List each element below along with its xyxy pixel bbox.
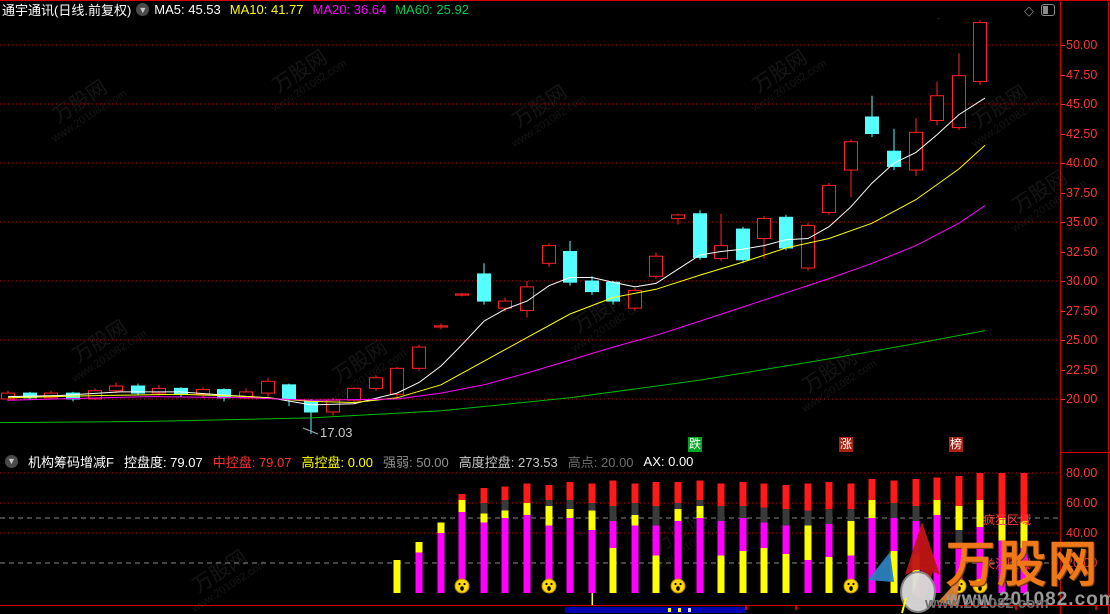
scrollbar-tick bbox=[678, 608, 681, 612]
ma60-line bbox=[0, 330, 986, 424]
indicator-value: 高度控盘: 273.53 bbox=[458, 454, 558, 470]
ma20-label: MA20: 36.64 bbox=[312, 2, 387, 17]
smiley-emoji bbox=[454, 578, 470, 594]
price-annotation: 17.03 bbox=[320, 425, 353, 440]
ma10-label: MA10: 41.77 bbox=[229, 2, 304, 17]
price-tick-label: 45.00 bbox=[1066, 97, 1098, 111]
price-tick-label: 32.50 bbox=[1066, 244, 1098, 259]
ma5-label: MA5: 45.53 bbox=[154, 2, 221, 17]
ma5-line bbox=[7, 97, 986, 406]
tick bbox=[1061, 74, 1065, 76]
tick bbox=[1061, 251, 1065, 253]
indicator-tick-label: 80.00 bbox=[1066, 466, 1098, 480]
rank-badge-跌[interactable]: 跌 bbox=[688, 437, 703, 452]
price-tick-label: 35.00 bbox=[1066, 215, 1098, 229]
corner-url: www.201082.com bbox=[925, 595, 1049, 612]
chart-header: 通宇通讯(日线.前复权) ▼ MA5: 45.53 MA10: 41.77 MA… bbox=[0, 1, 1060, 18]
indicator-tick-label: 60.00 bbox=[1066, 496, 1098, 510]
ma20-line bbox=[7, 205, 986, 401]
indicator-tick-label: 20.00 bbox=[1066, 556, 1098, 570]
smiley-emoji bbox=[843, 578, 859, 594]
indicator-name: 机构筹码增减F bbox=[28, 454, 114, 470]
price-tick-label: 50.00 bbox=[1066, 38, 1098, 52]
collapse-main-chart-icon[interactable]: ▼ bbox=[136, 3, 150, 16]
price-tick-label: 40.00 bbox=[1066, 156, 1098, 170]
collapse-indicator-icon[interactable]: ▼ bbox=[5, 454, 18, 468]
ma60-label: MA60: 25.92 bbox=[395, 2, 469, 17]
smiley-emoji bbox=[541, 578, 557, 594]
tick bbox=[1061, 340, 1065, 341]
price-tick-label: 42.50 bbox=[1066, 126, 1098, 141]
tick bbox=[1061, 104, 1065, 105]
scrollbar-thumb[interactable] bbox=[565, 607, 745, 613]
scrollbar-tick bbox=[668, 608, 671, 612]
price-tick-label: 22.50 bbox=[1066, 362, 1098, 377]
tick bbox=[1061, 222, 1065, 223]
main-candlestick-chart[interactable]: 52.1017.03 bbox=[0, 18, 1060, 452]
smiley-emoji bbox=[972, 578, 988, 594]
rocket-watermark-graphic bbox=[868, 522, 960, 614]
candles bbox=[1, 20, 987, 435]
tick bbox=[1061, 310, 1065, 312]
indicator-axis: 80.00 60.00 40.00 20.00 bbox=[1061, 452, 1109, 605]
tick bbox=[1061, 163, 1065, 164]
axis-tick bbox=[795, 605, 797, 610]
price-tick-label: 20.00 bbox=[1066, 392, 1098, 406]
price-tick-label: 47.50 bbox=[1066, 67, 1098, 82]
price-tick-label: 30.00 bbox=[1066, 274, 1098, 288]
rank-badge-榜[interactable]: 榜 bbox=[949, 437, 964, 452]
tick bbox=[1061, 45, 1065, 46]
indicator-value: AX: 0.00 bbox=[643, 453, 694, 469]
zone-label: 疯狂区域 bbox=[983, 513, 1032, 527]
right-border bbox=[1108, 0, 1109, 614]
diamond-marker-icon[interactable]: ◇ bbox=[1024, 3, 1034, 18]
indicator-value: 高控盘: 0.00 bbox=[301, 454, 374, 470]
site-logo-url: www.201082.com bbox=[946, 589, 1110, 610]
main-gridlines bbox=[0, 44, 1060, 400]
indicator-header: ▼ 机构筹码增减F 控盘度: 79.07 中控盘: 79.07 高控盘: 0.00 强弱… bbox=[0, 452, 1060, 470]
price-tick-label: 37.50 bbox=[1066, 185, 1098, 200]
indicator-value: 控盘度: 79.07 bbox=[123, 454, 203, 470]
bottom-axis-line bbox=[0, 605, 1110, 606]
indicator-value: 中控盘: 79.07 bbox=[212, 454, 292, 470]
price-tick-label: 27.50 bbox=[1066, 303, 1098, 318]
zone-label: 关注区域 bbox=[983, 557, 1032, 571]
candle-style-icon[interactable] bbox=[1041, 4, 1055, 16]
axis-tick bbox=[1015, 605, 1017, 610]
indicator-value: 强弱: 50.00 bbox=[383, 454, 449, 470]
axis-separator bbox=[1060, 0, 1061, 614]
indicator-value: 高点: 20.00 bbox=[567, 454, 634, 470]
top-border bbox=[0, 0, 1110, 1]
tick bbox=[1061, 399, 1065, 400]
axis-tick bbox=[745, 605, 747, 610]
scrollbar-tick bbox=[688, 608, 691, 612]
ma10-line bbox=[7, 144, 986, 404]
indicator-bars bbox=[393, 473, 1028, 605]
indicator-tick-label: 40.00 bbox=[1066, 526, 1098, 540]
site-logo: 万股网 bbox=[946, 538, 1100, 592]
smiley-emoji bbox=[670, 578, 686, 594]
rank-badge-涨[interactable]: 涨 bbox=[839, 437, 854, 452]
tick bbox=[1061, 192, 1065, 194]
indicator-bar-chart[interactable] bbox=[0, 470, 1060, 605]
tick bbox=[1061, 369, 1065, 371]
price-tick-label: 25.00 bbox=[1066, 333, 1098, 347]
tick bbox=[1061, 281, 1065, 282]
axis-tick bbox=[1095, 605, 1097, 610]
tick bbox=[1061, 133, 1065, 135]
main-price-axis: 50.00 47.50 45.00 42.50 40.00 37.50 35.00 32.50… bbox=[1061, 0, 1109, 452]
stock-title: 通宇通讯(日线.前复权) bbox=[2, 3, 132, 18]
